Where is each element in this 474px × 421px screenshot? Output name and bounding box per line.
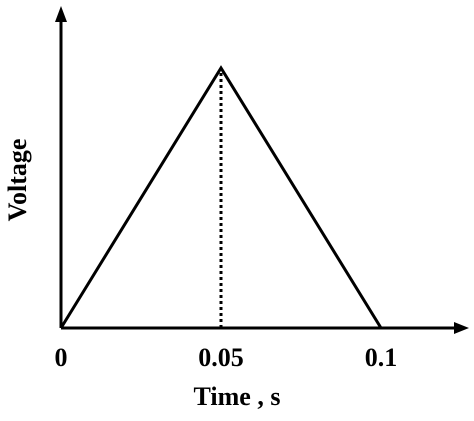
x-tick-label: 0.1 (365, 343, 398, 372)
y-axis-arrow-icon (55, 6, 67, 22)
x-axis-arrow-icon (454, 322, 469, 334)
x-axis-title: Time , s (194, 382, 281, 411)
x-tick-label: 0.05 (198, 343, 244, 372)
x-tick-labels: 0 0.05 0.1 (55, 343, 398, 372)
x-tick-label: 0 (55, 343, 68, 372)
y-axis-title: Voltage (3, 139, 32, 222)
